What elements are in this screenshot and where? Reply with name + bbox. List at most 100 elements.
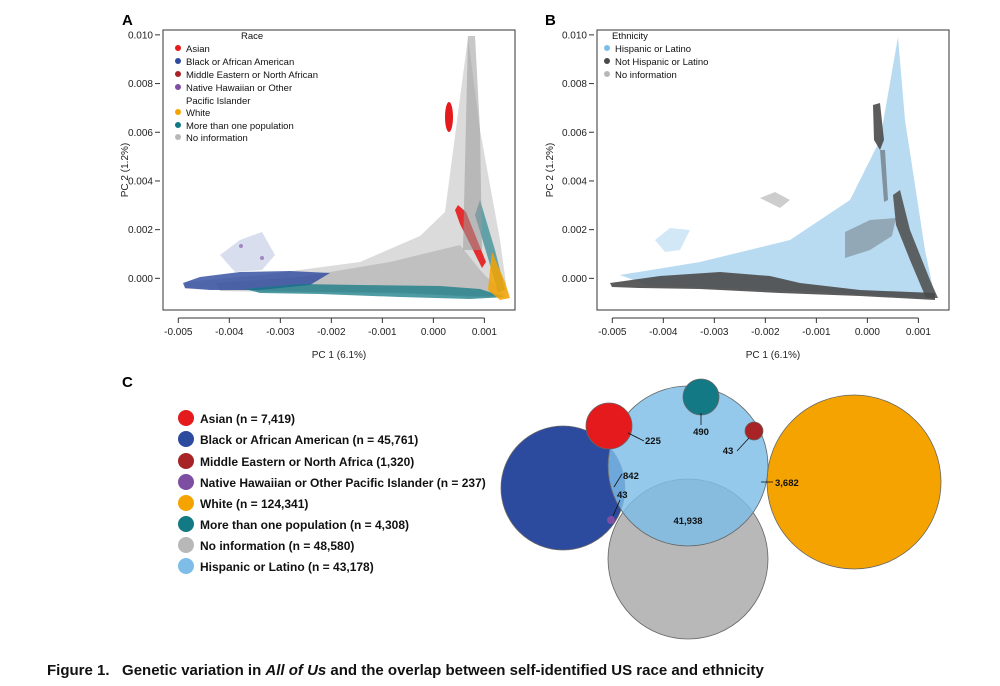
panel-c: C Asian (n = 7,419) Black or African Ame… xyxy=(122,374,942,640)
legend-a-swatch-no-info xyxy=(175,134,181,140)
cloud-white xyxy=(488,252,510,300)
legend-b-label-hispanic: Hispanic or Latino xyxy=(615,44,691,55)
panel-a-legend-title: Race xyxy=(241,31,263,42)
cloud-not-hispanic-bottom xyxy=(610,272,935,300)
caption-label: Figure 1. xyxy=(47,662,110,679)
panel-a-plot-frame xyxy=(162,29,516,311)
venn-diagram: 225 490 43 3,682 842 43 41,938 xyxy=(500,378,942,640)
panel-b-axis-ticks: -0.005 -0.004 -0.003 -0.002 -0.001 0.000 0.001… xyxy=(562,30,931,338)
y-tick-label: 0.002 xyxy=(128,225,153,236)
venn-circle-mena xyxy=(744,421,764,441)
legend-c-label-asian: Asian (n = 7,419) xyxy=(200,412,295,426)
legend-b-swatch-not-hispanic xyxy=(604,58,610,64)
y-tick-label: 0.008 xyxy=(562,79,587,90)
panel-b-scatter-points xyxy=(610,37,938,300)
panel-c-legend: Asian (n = 7,419) Black or African Ameri… xyxy=(178,410,486,574)
x-tick-label: -0.005 xyxy=(598,327,627,338)
legend-c-swatch-multi xyxy=(178,516,194,532)
legend-c-label-no-info: No information (n = 48,580) xyxy=(200,539,354,553)
scatter-native-hawaiian-a xyxy=(260,256,264,260)
scatter-native-hawaiian-b xyxy=(239,244,243,248)
leader-line-native-hawaiian xyxy=(612,499,621,517)
panel-a-x-axis-label: PC 1 (6.1%) xyxy=(312,350,366,361)
legend-c-swatch-black xyxy=(178,431,194,447)
leader-line-mena xyxy=(736,437,750,452)
legend-b-label-no-info: No information xyxy=(615,70,677,81)
caption-text-post: and the overlap between self-identified … xyxy=(326,662,764,679)
legend-a-swatch-multi xyxy=(175,122,181,128)
venn-circle-multi xyxy=(682,378,720,416)
y-tick-label: 0.010 xyxy=(562,30,587,41)
cloud-not-hispanic-top xyxy=(873,103,884,150)
cloud-no-information-b xyxy=(760,192,790,208)
cloud-not-hispanic-arm xyxy=(893,190,938,298)
cloud-hispanic-latino-sparse xyxy=(655,228,690,252)
x-tick-label: -0.002 xyxy=(751,327,780,338)
legend-c-label-black: Black or African American (n = 45,761) xyxy=(200,433,418,447)
leader-line-asian xyxy=(627,432,645,442)
legend-a-swatch-black xyxy=(175,58,181,64)
legend-c-label-multi: More than one population (n = 4,308) xyxy=(200,518,409,532)
figure-caption: Figure 1. Genetic variation in All of Us… xyxy=(47,662,764,679)
legend-a-swatch-white xyxy=(175,109,181,115)
legend-a-label-multi: More than one population xyxy=(186,121,294,132)
venn-count-asian-hispanic: 225 xyxy=(645,436,662,447)
venn-count-multi-hispanic: 490 xyxy=(693,427,709,438)
cloud-asian-top xyxy=(445,102,453,132)
y-tick-label: 0.002 xyxy=(562,225,587,236)
venn-count-mena-hispanic: 43 xyxy=(723,446,734,457)
venn-count-native-hawaiian-hispanic: 43 xyxy=(617,490,628,501)
legend-a-label-asian: Asian xyxy=(186,44,210,55)
panel-a-letter: A xyxy=(122,12,133,29)
legend-a-label-no-info: No information xyxy=(186,133,248,144)
legend-b-label-not-hispanic: Not Hispanic or Latino xyxy=(615,57,708,68)
x-tick-label: -0.003 xyxy=(266,327,295,338)
panel-c-letter: C xyxy=(122,374,133,391)
legend-c-label-mena: Middle Eastern or North Africa (1,320) xyxy=(200,455,414,469)
legend-b-swatch-no-info xyxy=(604,71,610,77)
legend-c-swatch-mena xyxy=(178,453,194,469)
y-tick-label: 0.000 xyxy=(562,274,587,285)
cloud-not-hispanic-center xyxy=(845,218,896,258)
x-tick-label: -0.001 xyxy=(802,327,831,338)
panel-b-x-axis-label: PC 1 (6.1%) xyxy=(746,350,800,361)
y-tick-label: 0.004 xyxy=(562,176,587,187)
panel-b-letter: B xyxy=(545,12,556,29)
panel-b-legend-title: Ethnicity xyxy=(612,31,648,42)
panel-b-y-axis-label: PC 2 (1.2%) xyxy=(545,143,556,197)
x-tick-label: -0.001 xyxy=(368,327,397,338)
cloud-no-information-spike xyxy=(463,36,482,250)
panel-a-scatter-points xyxy=(183,36,510,300)
venn-circle-asian xyxy=(585,402,633,450)
panel-a-y-axis-label: PC 2 (1.2%) xyxy=(120,143,131,197)
venn-count-white-hispanic: 3,682 xyxy=(775,478,799,489)
legend-a-label-pacific-islander: Pacific Islander xyxy=(186,96,250,107)
y-tick-label: 0.004 xyxy=(128,176,153,187)
legend-b-swatch-hispanic xyxy=(604,45,610,51)
x-tick-label: 0.001 xyxy=(906,327,931,338)
legend-a-label-native-hawaiian: Native Hawaiian or Other xyxy=(186,83,292,94)
x-tick-label: 0.001 xyxy=(472,327,497,338)
legend-c-swatch-hispanic xyxy=(178,558,194,574)
panel-b-plot-frame xyxy=(596,29,950,311)
panel-a-legend: Race Asian Black or African American Mid… xyxy=(175,31,318,144)
legend-c-swatch-native-hawaiian xyxy=(178,474,194,490)
cloud-no-information xyxy=(185,37,508,298)
legend-c-swatch-asian xyxy=(178,410,194,426)
x-tick-label: 0.000 xyxy=(421,327,446,338)
x-tick-label: -0.002 xyxy=(317,327,346,338)
legend-c-label-native-hawaiian: Native Hawaiian or Other Pacific Islande… xyxy=(200,476,486,490)
venn-count-black-hispanic: 842 xyxy=(623,471,639,482)
panel-a: A -0.005 -0.004 -0.003 -0.002 -0.001 0.000 0.0… xyxy=(120,12,516,361)
venn-count-no-info-hispanic: 41,938 xyxy=(673,516,702,527)
y-tick-label: 0.000 xyxy=(128,274,153,285)
panel-b: B -0.005 -0.004 -0.003 -0.002 -0.001 0.000 0.0… xyxy=(545,12,950,361)
x-tick-label: 0.000 xyxy=(855,327,880,338)
legend-a-label-white: White xyxy=(186,108,210,119)
legend-a-label-mena: Middle Eastern or North African xyxy=(186,70,318,81)
y-tick-label: 0.006 xyxy=(128,128,153,139)
legend-c-label-white: White (n = 124,341) xyxy=(200,497,308,511)
cloud-hispanic-latino xyxy=(620,37,935,298)
x-tick-label: -0.003 xyxy=(700,327,729,338)
